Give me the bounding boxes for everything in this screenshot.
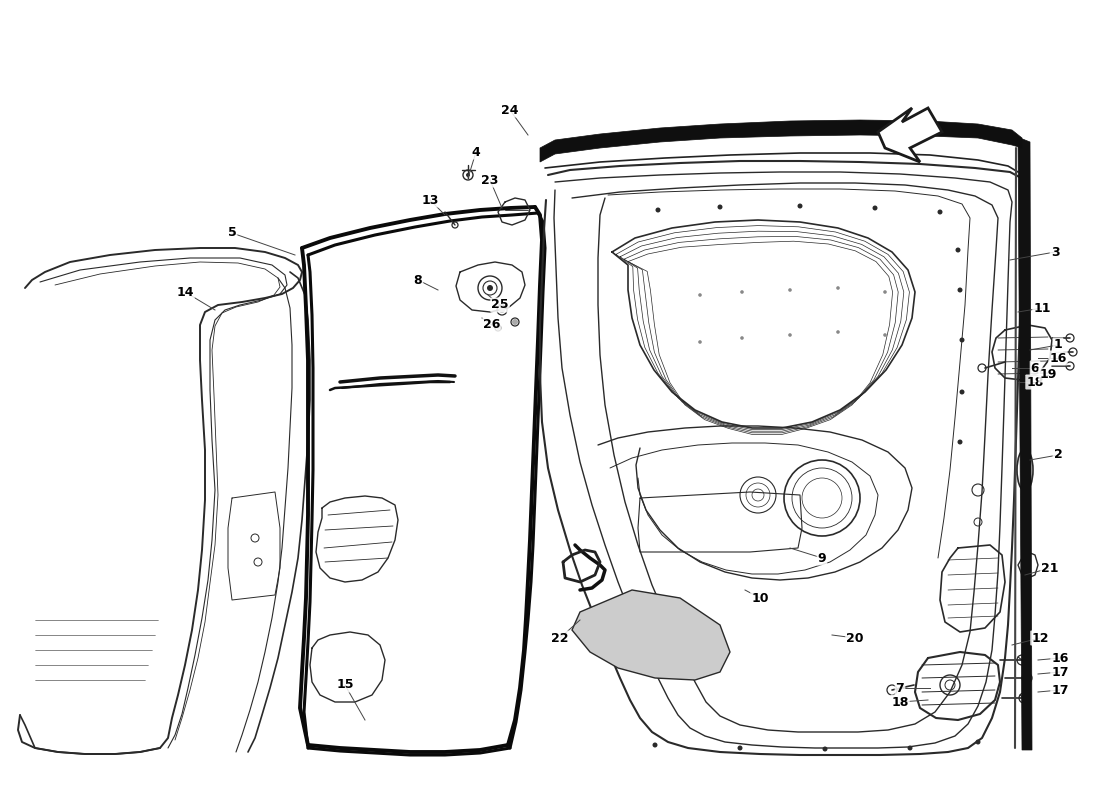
- Polygon shape: [540, 120, 1022, 162]
- Text: 6: 6: [1031, 362, 1040, 374]
- Circle shape: [937, 210, 943, 214]
- Text: 1: 1: [1054, 338, 1063, 351]
- Circle shape: [976, 739, 980, 745]
- Text: 15: 15: [337, 678, 354, 691]
- Text: 13: 13: [421, 194, 439, 206]
- Polygon shape: [1018, 138, 1032, 750]
- Text: 26: 26: [483, 318, 500, 331]
- Text: 24: 24: [502, 103, 519, 117]
- Text: 17: 17: [1052, 666, 1069, 678]
- Text: 3: 3: [1050, 246, 1059, 258]
- Circle shape: [496, 326, 500, 330]
- Circle shape: [698, 293, 702, 297]
- Text: 16: 16: [1049, 351, 1067, 365]
- Text: 9: 9: [817, 551, 826, 565]
- Text: 5: 5: [228, 226, 236, 239]
- Text: 2: 2: [1054, 449, 1063, 462]
- Circle shape: [883, 290, 887, 294]
- Circle shape: [959, 338, 965, 342]
- Text: 17: 17: [1052, 683, 1069, 697]
- Polygon shape: [878, 108, 942, 162]
- Circle shape: [656, 207, 660, 213]
- Text: 22: 22: [551, 631, 569, 645]
- Circle shape: [740, 290, 744, 294]
- Circle shape: [789, 333, 792, 337]
- Circle shape: [717, 205, 723, 210]
- Text: 16: 16: [1052, 651, 1069, 665]
- Circle shape: [872, 206, 878, 210]
- Circle shape: [959, 390, 965, 394]
- Text: 21: 21: [1042, 562, 1058, 574]
- Circle shape: [798, 203, 803, 209]
- Circle shape: [487, 285, 493, 291]
- Circle shape: [836, 330, 839, 334]
- Text: 10: 10: [751, 591, 769, 605]
- Text: 7: 7: [895, 682, 904, 694]
- Circle shape: [957, 287, 962, 293]
- Circle shape: [908, 746, 913, 750]
- Text: 11: 11: [1033, 302, 1050, 314]
- Text: 19: 19: [1040, 369, 1057, 382]
- Text: 18: 18: [891, 695, 909, 709]
- Ellipse shape: [1020, 455, 1030, 485]
- Text: 12: 12: [1032, 631, 1048, 645]
- Text: 4: 4: [472, 146, 481, 158]
- Circle shape: [883, 333, 887, 337]
- Text: 25: 25: [492, 298, 508, 311]
- Text: 18: 18: [1026, 375, 1044, 389]
- Circle shape: [823, 746, 827, 751]
- Circle shape: [956, 247, 960, 253]
- Circle shape: [652, 742, 658, 747]
- Text: 23: 23: [482, 174, 498, 186]
- Text: 20: 20: [846, 631, 864, 645]
- Polygon shape: [572, 590, 730, 680]
- Circle shape: [957, 439, 962, 445]
- Circle shape: [499, 307, 505, 313]
- Circle shape: [737, 746, 742, 750]
- Text: 8: 8: [414, 274, 422, 286]
- Text: 14: 14: [176, 286, 194, 298]
- Circle shape: [789, 288, 792, 292]
- Circle shape: [698, 340, 702, 344]
- Circle shape: [836, 286, 839, 290]
- Circle shape: [740, 336, 744, 340]
- Circle shape: [466, 173, 470, 177]
- Circle shape: [512, 319, 518, 325]
